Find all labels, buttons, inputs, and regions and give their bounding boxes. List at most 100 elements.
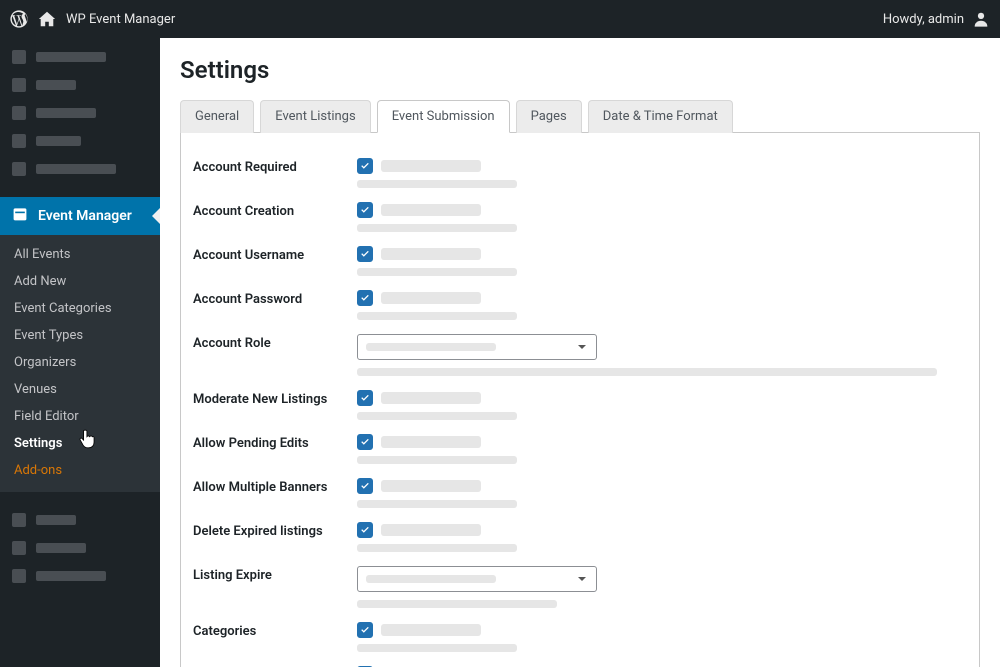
field-row: Account Username [193, 239, 967, 283]
calendar-icon [12, 206, 28, 226]
tab-event-submission[interactable]: Event Submission [377, 100, 510, 133]
help-text [357, 312, 517, 320]
sidebar-item-add-new[interactable]: Add New [0, 268, 160, 295]
tab-date-time-format[interactable]: Date & Time Format [588, 100, 733, 133]
checkbox-description [381, 204, 481, 216]
user-icon[interactable] [972, 10, 990, 28]
field-row: Account Required [193, 151, 967, 195]
admin-sidebar: Event Manager All EventsAdd NewEvent Cat… [0, 38, 160, 667]
field-control [357, 622, 967, 652]
settings-tabs: GeneralEvent ListingsEvent SubmissionPag… [180, 100, 980, 133]
checkbox[interactable] [357, 390, 373, 406]
checkbox-description [381, 436, 481, 448]
field-row: Moderate New Listings [193, 383, 967, 427]
help-text [357, 544, 517, 552]
field-control [357, 566, 967, 608]
home-icon[interactable] [38, 10, 56, 28]
help-text [357, 268, 517, 276]
page-title: Settings [180, 56, 980, 84]
field-label: Allow Multiple Banners [193, 478, 357, 495]
field-label: Listing Expire [193, 566, 357, 583]
help-text [357, 600, 557, 608]
site-title[interactable]: WP Event Manager [66, 12, 175, 27]
field-control [357, 290, 967, 320]
field-row: Account Password [193, 283, 967, 327]
field-label: Delete Expired listings [193, 522, 357, 539]
field-label: Categories [193, 622, 357, 639]
help-text [357, 180, 517, 188]
sidebar-item-event-categories[interactable]: Event Categories [0, 295, 160, 322]
sidebar-item-placeholder [0, 562, 160, 590]
sidebar-item-placeholder [0, 38, 160, 71]
checkbox[interactable] [357, 478, 373, 494]
field-control [357, 478, 967, 508]
field-label: Account Password [193, 290, 357, 307]
sidebar-item-add-ons[interactable]: Add-ons [0, 457, 160, 484]
checkbox[interactable] [357, 158, 373, 174]
sidebar-item-placeholder [0, 71, 160, 99]
checkbox-description [381, 624, 481, 636]
sidebar-item-placeholder [0, 99, 160, 127]
menu-event-manager[interactable]: Event Manager [0, 197, 160, 235]
sidebar-item-placeholder [0, 127, 160, 155]
checkbox[interactable] [357, 246, 373, 262]
help-text [357, 500, 517, 508]
field-control [357, 158, 967, 188]
field-label: Account Username [193, 246, 357, 263]
submenu: All EventsAdd NewEvent CategoriesEvent T… [0, 235, 160, 492]
help-text [357, 224, 517, 232]
checkbox-description [381, 160, 481, 172]
field-row: Account Role [193, 327, 967, 383]
sidebar-item-settings[interactable]: Settings [0, 430, 160, 457]
field-control [357, 202, 967, 232]
content-area: Settings GeneralEvent ListingsEvent Subm… [160, 38, 1000, 667]
checkbox[interactable] [357, 622, 373, 638]
tab-panel-event-submission: Account Required Account Creation Account … [180, 132, 980, 667]
chevron-down-icon [576, 341, 588, 353]
sidebar-item-event-types[interactable]: Event Types [0, 322, 160, 349]
checkbox-description [381, 392, 481, 404]
checkbox[interactable] [357, 522, 373, 538]
checkbox-description [381, 292, 481, 304]
sidebar-item-placeholder [0, 534, 160, 562]
field-row: Allow Multiple Banners [193, 471, 967, 515]
field-control [357, 522, 967, 552]
checkbox[interactable] [357, 434, 373, 450]
checkbox-description [381, 248, 481, 260]
sidebar-item-field-editor[interactable]: Field Editor [0, 403, 160, 430]
checkbox-description [381, 480, 481, 492]
field-row: Delete Expired listings [193, 515, 967, 559]
admin-bar: WP Event Manager Howdy, admin [0, 0, 1000, 38]
greeting[interactable]: Howdy, admin [883, 12, 964, 27]
tab-pages[interactable]: Pages [516, 100, 582, 133]
sidebar-item-placeholder [0, 506, 160, 534]
help-text [357, 456, 517, 464]
wordpress-logo-icon[interactable] [10, 10, 28, 28]
chevron-down-icon [576, 573, 588, 585]
sidebar-item-placeholder [0, 155, 160, 183]
help-text [357, 412, 517, 420]
help-text [357, 368, 937, 376]
sidebar-item-venues[interactable]: Venues [0, 376, 160, 403]
menu-label: Event Manager [38, 208, 132, 224]
field-row: Account Creation [193, 195, 967, 239]
checkbox[interactable] [357, 202, 373, 218]
field-label: Account Required [193, 158, 357, 175]
sidebar-item-all-events[interactable]: All Events [0, 241, 160, 268]
checkbox[interactable] [357, 290, 373, 306]
field-label: Account Creation [193, 202, 357, 219]
field-control [357, 390, 967, 420]
field-control [357, 434, 967, 464]
field-row: Listing Expire [193, 559, 967, 615]
tab-event-listings[interactable]: Event Listings [260, 100, 370, 133]
field-control [357, 334, 967, 376]
sidebar-item-organizers[interactable]: Organizers [0, 349, 160, 376]
field-row: Categories [193, 615, 967, 659]
field-label: Account Role [193, 334, 357, 351]
field-label: Moderate New Listings [193, 390, 357, 407]
select-account-role[interactable] [357, 334, 597, 360]
tab-general[interactable]: General [180, 100, 254, 133]
select-listing-expire[interactable] [357, 566, 597, 592]
field-row: Event Types [193, 659, 967, 667]
field-control [357, 246, 967, 276]
